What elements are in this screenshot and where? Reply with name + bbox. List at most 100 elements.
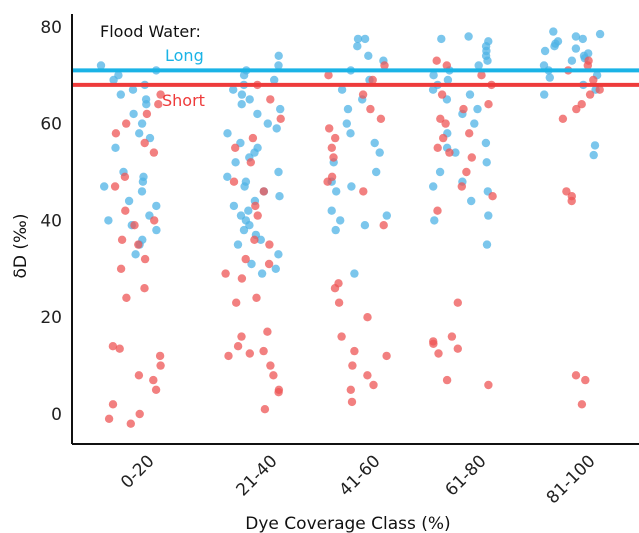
data-point-short [134, 240, 143, 249]
data-point-long [443, 75, 453, 85]
data-point-short [363, 313, 372, 322]
data-point-short [121, 206, 130, 215]
data-point-short [150, 216, 159, 225]
data-point-short [380, 61, 389, 70]
data-point-long [550, 42, 559, 51]
data-point-long [124, 196, 134, 206]
data-point-short [477, 71, 486, 80]
data-point-short [221, 269, 230, 278]
data-point-long [239, 225, 249, 235]
data-point-long [247, 259, 256, 269]
data-point-long [111, 143, 120, 152]
axes-layer [71, 14, 639, 445]
data-point-long [272, 124, 281, 133]
data-point-long [435, 167, 445, 177]
data-point-long [578, 34, 587, 44]
y-tick-label: 20 [40, 308, 62, 328]
data-point-long [229, 201, 239, 211]
data-point-short [447, 332, 457, 341]
data-point-short [269, 371, 278, 380]
data-point-short [432, 56, 441, 65]
data-point-long [473, 104, 482, 114]
data-point-short [577, 400, 587, 409]
data-point-short [122, 293, 131, 302]
data-point-long [590, 141, 600, 150]
data-point-long [131, 250, 140, 259]
data-point-long [484, 211, 493, 220]
x-tick-label: 61-80 [441, 451, 490, 500]
data-point-short [325, 124, 334, 133]
y-tick-labels: 0 20 40 60 80 [40, 18, 62, 425]
data-point-short [140, 254, 150, 264]
data-point-short [439, 133, 448, 143]
data-point-short [251, 201, 260, 211]
data-point-short [149, 375, 158, 385]
data-point-long [372, 167, 381, 177]
data-point-long [327, 206, 336, 215]
data-point-short [441, 119, 450, 128]
data-point-short [274, 388, 283, 397]
data-point-short [369, 380, 378, 390]
data-point-short [484, 380, 493, 390]
data-point-long [276, 104, 285, 114]
data-point-short [108, 342, 118, 351]
data-point-long [483, 56, 492, 65]
data-point-short [437, 90, 447, 99]
data-point-short [433, 143, 442, 152]
data-point-long [253, 109, 262, 119]
data-points-layer [96, 27, 605, 428]
data-point-long [129, 109, 138, 119]
data-point-short [350, 346, 359, 356]
data-point-long [571, 44, 581, 53]
data-point-short [134, 371, 144, 380]
data-point-short [331, 133, 340, 143]
data-point-long [233, 240, 243, 249]
y-tick-label: 0 [51, 405, 62, 425]
data-point-short [140, 284, 149, 293]
data-point-short [142, 109, 152, 119]
data-point-long [145, 133, 155, 143]
data-point-long [274, 61, 283, 70]
data-point-short [237, 332, 246, 341]
data-point-long [257, 269, 267, 278]
data-point-short [108, 400, 118, 409]
x-tick-label: 21-40 [232, 451, 281, 500]
data-point-long [437, 34, 446, 44]
data-point-long [382, 211, 391, 220]
data-point-long [571, 32, 581, 41]
data-point-long [429, 71, 438, 80]
data-point-short [276, 114, 285, 124]
data-point-long [239, 71, 249, 80]
data-point-short [135, 409, 144, 419]
data-point-long [137, 119, 147, 128]
data-point-short [323, 177, 332, 186]
y-tick-label: 40 [40, 211, 62, 231]
data-point-short [120, 172, 130, 181]
x-axis-title: Dye Coverage Class (%) [245, 514, 450, 533]
data-point-long [244, 206, 253, 215]
data-point-long [482, 158, 491, 167]
data-point-short [259, 187, 268, 196]
data-point-short [442, 61, 451, 70]
reference-lines-layer [72, 68, 639, 87]
data-point-long [245, 95, 254, 104]
data-point-long [428, 85, 438, 94]
data-point-short [429, 339, 438, 348]
data-point-short [595, 85, 604, 94]
data-point-short [126, 419, 135, 428]
data-point-long [245, 221, 254, 230]
data-point-short [459, 104, 468, 114]
data-point-long [346, 129, 355, 138]
data-point-short [155, 351, 165, 361]
data-point-short [334, 298, 344, 307]
data-point-short [484, 100, 493, 109]
data-point-short [241, 254, 250, 264]
data-point-long [152, 225, 161, 235]
data-point-long [237, 100, 246, 109]
data-point-long [430, 216, 439, 225]
data-point-short [248, 133, 258, 143]
data-point-short [376, 114, 386, 124]
data-point-short [260, 405, 270, 414]
data-point-long [104, 216, 113, 225]
data-point-short [368, 75, 377, 85]
